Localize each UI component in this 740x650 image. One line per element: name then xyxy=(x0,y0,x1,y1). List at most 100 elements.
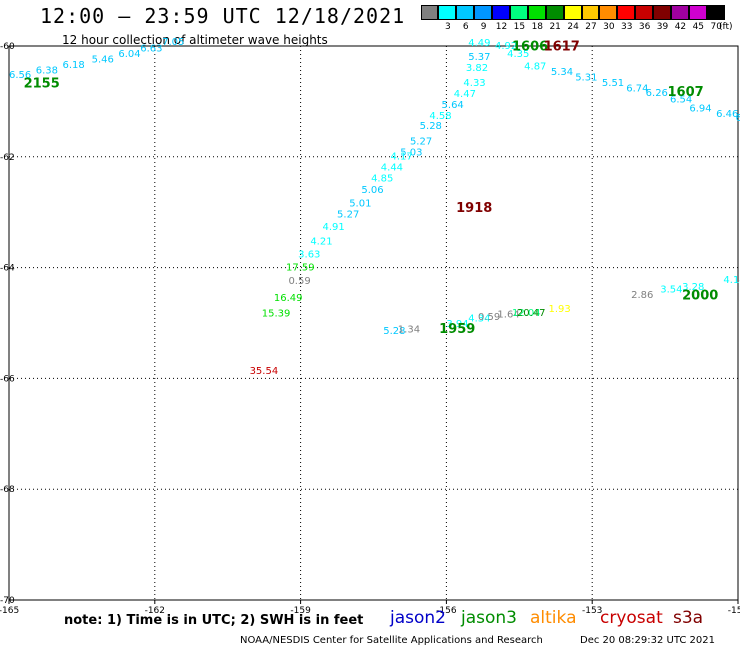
legend-label: 70 xyxy=(710,22,722,32)
legend-swatch xyxy=(688,5,707,20)
wave-height-value: 5.51 xyxy=(602,78,624,89)
x-tick-label: -156 xyxy=(436,606,457,616)
y-tick-label: -70 xyxy=(0,596,15,606)
wave-height-value: 4.21 xyxy=(310,236,332,247)
legend-bin xyxy=(420,5,439,32)
wave-height-value: 5.28 xyxy=(383,326,405,337)
color-legend: 3 6 9 12 15 18 21 24 27 30 33 36 39 42 45 70 xyxy=(420,5,725,32)
wave-height-value: 2.86 xyxy=(631,290,653,301)
legend-label: 9 xyxy=(480,22,487,32)
x-tick-label: -165 xyxy=(0,606,19,616)
legend-bin: 21 xyxy=(545,5,564,32)
legend-label: 15 xyxy=(513,22,526,32)
legend-swatch xyxy=(706,5,725,20)
wave-height-value: 5.03 xyxy=(400,148,422,159)
legend-bin: 27 xyxy=(581,5,600,32)
wave-height-value: 5.34 xyxy=(551,67,573,78)
wave-height-value: 4.34 xyxy=(468,313,490,324)
wave-height-value: 1.34 xyxy=(398,324,420,335)
legend-swatch xyxy=(438,5,457,20)
pass-time-label: 1959 xyxy=(439,322,475,337)
satellite-altika: altika xyxy=(530,608,577,628)
legend-label: 39 xyxy=(656,22,669,32)
legend-swatch xyxy=(653,5,671,20)
wave-height-value: 0.59 xyxy=(288,276,310,287)
wave-height-value: 3.28 xyxy=(682,282,704,293)
wave-height-value: 5.31 xyxy=(575,72,597,83)
wave-height-value: 4.85 xyxy=(371,174,393,185)
wave-height-value: 16.49 xyxy=(274,293,303,304)
x-tick-label: -153 xyxy=(582,606,602,616)
legend-swatch xyxy=(617,5,636,20)
credit-text: NOAA/NESDIS Center for Satellite Applica… xyxy=(240,635,543,646)
map-frame xyxy=(8,45,739,601)
legend-label: 42 xyxy=(674,22,687,32)
wave-height-value: 3.82 xyxy=(466,63,488,74)
wave-height-value: 5.28 xyxy=(420,121,442,132)
wave-height-value: 35.54 xyxy=(250,366,279,377)
x-tick-label: -162 xyxy=(145,606,165,616)
wave-height-value: 4.92 xyxy=(495,41,517,52)
legend-label: 30 xyxy=(603,22,615,32)
wave-height-value: 3.63 xyxy=(298,250,320,261)
y-tick-label: -64 xyxy=(0,264,15,274)
wave-height-value: 3.94 xyxy=(446,319,468,330)
legend-bin: 30 xyxy=(599,5,618,32)
pass-time-label: 2000 xyxy=(682,289,718,304)
wave-height-value: 4.35 xyxy=(507,49,529,60)
legend-swatch xyxy=(474,5,493,20)
wave-height-value: 6.04 xyxy=(118,49,140,60)
pass-time-label: 1918 xyxy=(456,201,492,216)
footnote: note: 1) Time is in UTC; 2) SWH is in fe… xyxy=(64,613,364,628)
wave-height-value: 4.14 xyxy=(723,275,740,286)
y-tick-label: -62 xyxy=(0,153,15,163)
wave-height-value: 0.59 xyxy=(478,312,500,323)
legend-swatch xyxy=(581,5,600,20)
legend-bin: 36 xyxy=(635,5,654,32)
legend-bin: 24 xyxy=(563,5,582,32)
x-tick-label: -159 xyxy=(290,606,311,616)
wave-height-value: 15.39 xyxy=(262,308,291,319)
wave-height-value: 20.47 xyxy=(517,308,546,319)
legend-bin: 9 xyxy=(474,5,493,32)
wave-height-value: 5.01 xyxy=(349,199,371,210)
wave-height-value: 6.63 xyxy=(140,44,162,55)
wave-height-value: 12.04 xyxy=(512,308,541,319)
legend-swatch xyxy=(670,5,689,20)
wave-height-value: 6.18 xyxy=(62,60,84,71)
wave-height-value: 3.54 xyxy=(660,285,682,296)
x-tick-label: -150 xyxy=(728,606,740,616)
wave-height-value: 6.74 xyxy=(626,83,648,94)
wave-height-value: 5.27 xyxy=(337,210,359,221)
wave-height-value: 5.64 xyxy=(442,100,464,111)
wave-height-value: 4.87 xyxy=(524,61,546,72)
pass-time-label: 1606 xyxy=(512,39,548,54)
legend-label: 24 xyxy=(567,22,579,32)
legend-bin: 70 xyxy=(706,5,725,32)
wave-height-value: 4.91 xyxy=(322,222,344,233)
legend-swatch xyxy=(599,5,618,20)
legend-label: 21 xyxy=(549,22,561,32)
wave-height-value: 1.64 xyxy=(497,309,519,320)
wave-height-value: 5.06 xyxy=(361,185,383,196)
legend-label: 18 xyxy=(531,22,544,32)
pass-time-label: 2155 xyxy=(24,77,60,92)
wave-height-value: 6.94 xyxy=(689,103,711,114)
legend-bin: 42 xyxy=(670,5,689,32)
legend-bin: 18 xyxy=(527,5,546,32)
legend-swatch xyxy=(456,5,475,20)
wave-height-value: 4.33 xyxy=(463,78,485,89)
wave-height-value: 5.46 xyxy=(92,55,114,66)
legend-swatch xyxy=(492,5,510,20)
y-tick-label: -68 xyxy=(0,485,15,495)
wave-height-value: 5.37 xyxy=(468,52,490,63)
legend-label: 3 xyxy=(444,22,451,32)
legend-bin: 33 xyxy=(617,5,636,32)
wave-height-value: 7.05 xyxy=(162,37,184,48)
satellite-jason3: jason3 xyxy=(461,608,517,628)
legend-bin: 3 xyxy=(438,5,457,32)
wave-height-value: 5.27 xyxy=(410,137,432,148)
legend-label: 33 xyxy=(621,22,633,32)
map-title: 12:00 – 23:59 UTC 12/18/2021 xyxy=(40,4,406,28)
